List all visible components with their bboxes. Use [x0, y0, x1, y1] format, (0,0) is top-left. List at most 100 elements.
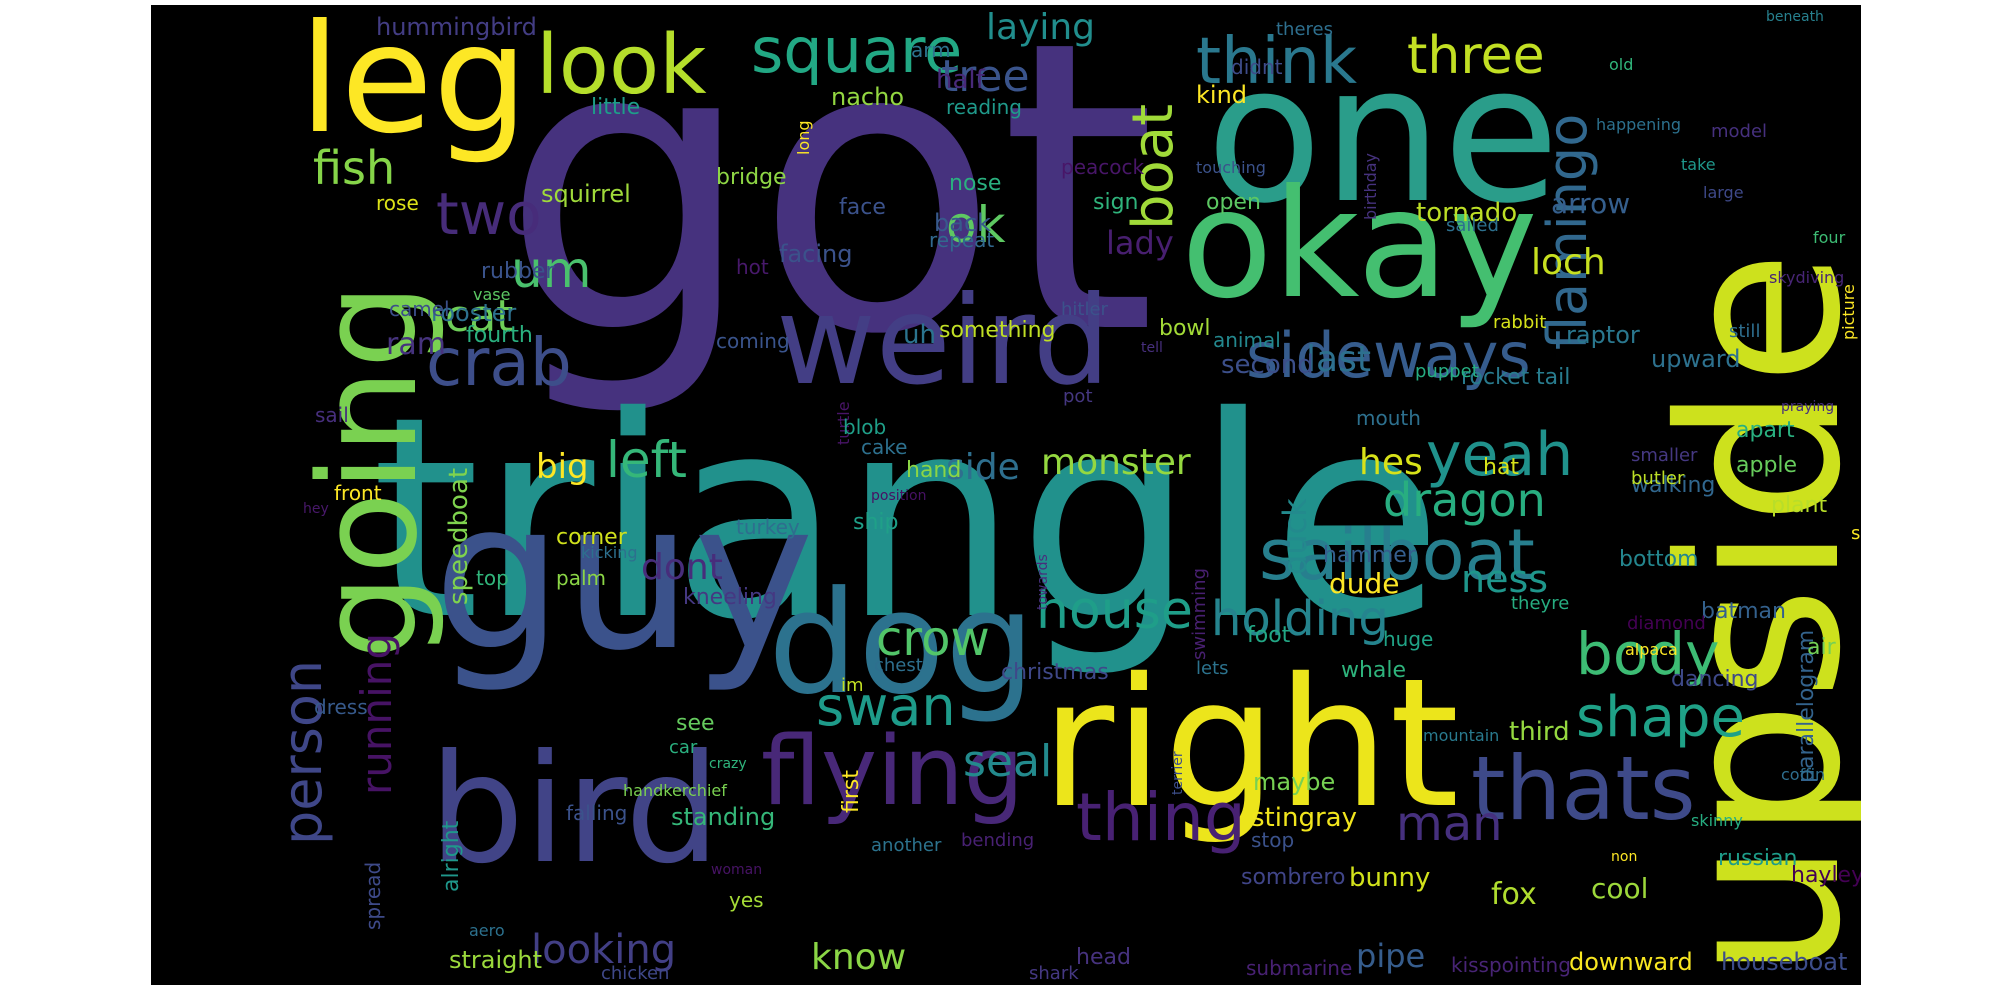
word-arrow: arrow: [1551, 187, 1631, 220]
word-chicken: chicken: [601, 963, 670, 984]
word-hitler: hitler: [1061, 299, 1108, 320]
word-got: got: [501, 5, 1157, 422]
word-pot: pot: [1063, 386, 1093, 407]
word-first: first: [839, 770, 864, 813]
word-christmas: christmas: [1001, 660, 1109, 685]
word-im: im: [841, 675, 864, 696]
word-see: see: [676, 711, 715, 736]
word-camel: camel: [389, 297, 450, 321]
word-long: long: [794, 120, 813, 155]
word-sign: sign: [1093, 190, 1139, 215]
word-handkerchief: handkerchief: [623, 781, 727, 800]
word-skinny: skinny: [1691, 811, 1743, 830]
word-walking: walking: [1631, 473, 1716, 498]
word-swimming: swimming: [1189, 567, 1210, 660]
word-model: model: [1711, 121, 1768, 142]
word-alpaca: alpaca: [1625, 640, 1678, 659]
word-ok: ok: [946, 196, 1006, 254]
word-whale: whale: [1341, 658, 1407, 683]
word-body: body: [1576, 620, 1720, 688]
word-pipe: pipe: [1356, 937, 1426, 975]
word-shark: shark: [1029, 963, 1079, 984]
word-squirrel: squirrel: [541, 180, 631, 208]
word-cool: cool: [1591, 872, 1649, 905]
word-downward: downward: [1569, 948, 1693, 976]
word-diamond: diamond: [1627, 613, 1706, 634]
word-hummingbird: hummingbird: [376, 13, 537, 41]
word-dude: dude: [1329, 567, 1400, 600]
word-theres: theres: [1276, 19, 1333, 40]
word-cat: cat: [445, 291, 514, 342]
word-foot: foot: [1247, 623, 1291, 648]
word-another: another: [871, 835, 942, 856]
word-facing: facing: [779, 240, 853, 268]
word-position: position: [871, 488, 927, 504]
word-nacho: nacho: [831, 83, 905, 111]
word-flying: flying: [761, 717, 1024, 827]
word-kneeling: kneeling: [683, 585, 777, 610]
word-picture: picture: [1839, 284, 1858, 340]
word-apart: apart: [1736, 418, 1795, 443]
word-monster: monster: [1041, 442, 1191, 483]
word-yes: yes: [729, 888, 764, 912]
word-triangle: triangle: [371, 357, 1443, 681]
word-stingray: stingray: [1251, 803, 1357, 833]
word-alright: alright: [439, 820, 464, 892]
word-sailboat: sailboat: [1259, 514, 1535, 596]
word-um: um: [511, 241, 592, 299]
word-leg: leg: [299, 5, 529, 167]
word-raptor: raptor: [1566, 321, 1640, 349]
word-butler: butler: [1631, 468, 1685, 489]
word-coffin: coffin: [1781, 765, 1826, 784]
word-dancing: dancing: [1671, 667, 1759, 692]
word-yeah: yeah: [1426, 420, 1574, 490]
word-tornado: tornado: [1416, 198, 1518, 228]
word-dog: dog: [768, 561, 1036, 726]
word-theyre: theyre: [1511, 593, 1570, 614]
word-aero: aero: [469, 921, 505, 940]
word-duck: duck: [1276, 498, 1314, 575]
word-hey: hey: [303, 501, 329, 517]
word-animal: animal: [1213, 328, 1281, 352]
word-bunny: bunny: [1349, 863, 1431, 893]
word-car: car: [669, 737, 698, 758]
word-flamingo: flamingo: [1536, 113, 1599, 350]
word-side: side: [946, 447, 1020, 488]
word-bottom: bottom: [1619, 547, 1699, 572]
word-upward: upward: [1651, 345, 1741, 373]
word-lets: lets: [1196, 658, 1229, 679]
word-dragon: dragon: [1383, 473, 1546, 527]
word-second: second: [1221, 350, 1314, 380]
word-thats: thats: [1471, 737, 1696, 840]
word-dont: dont: [641, 547, 723, 588]
word-hat: hat: [1483, 455, 1520, 480]
word-vase: vase: [473, 285, 511, 304]
word-falling: falling: [566, 801, 628, 825]
word-tail: tail: [1536, 365, 1571, 390]
word-corner: corner: [556, 525, 627, 550]
word-sail: sail: [315, 403, 349, 427]
word-cloud: got triangle one upside right okay guy d…: [151, 5, 1861, 985]
word-think: think: [1196, 25, 1358, 99]
word-thing: thing: [1076, 779, 1246, 856]
word-towards: towards: [1035, 554, 1051, 610]
word-reading: reading: [946, 95, 1022, 119]
word-hayley: hayley: [1791, 863, 1861, 888]
word-tell: tell: [1141, 340, 1163, 356]
word-face: face: [839, 195, 886, 220]
word-birthday: birthday: [1361, 152, 1380, 220]
word-touching: touching: [1196, 158, 1266, 177]
word-sailed: sailed: [1446, 215, 1499, 236]
word-fourth: fourth: [466, 323, 533, 348]
word-weird: weird: [776, 270, 1111, 412]
word-hand: hand: [906, 458, 962, 483]
word-sideways: sideways: [1246, 319, 1531, 392]
word-kicking: kicking: [581, 543, 638, 562]
word-three: three: [1407, 26, 1545, 86]
word-woman: woman: [711, 862, 763, 878]
word-person: person: [271, 659, 334, 845]
word-crow: crow: [876, 611, 990, 667]
word-palm: palm: [556, 566, 606, 590]
word-half: half: [936, 65, 985, 95]
word-swan: swan: [816, 675, 956, 738]
